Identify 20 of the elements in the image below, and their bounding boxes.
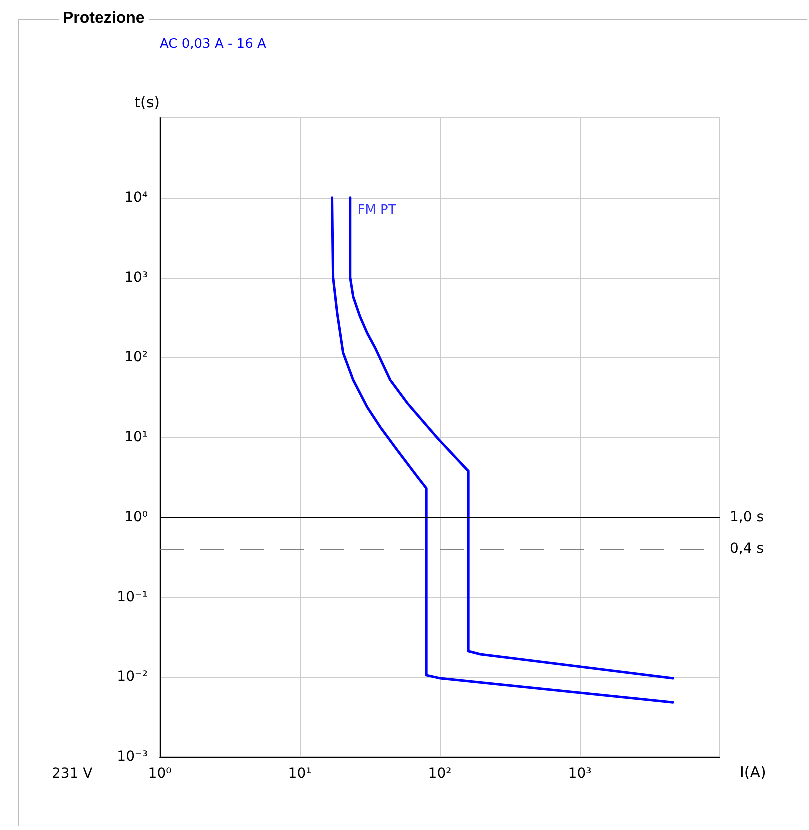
y-tick-label: 10²: [124, 350, 148, 366]
x-tick-label: 10¹: [288, 766, 312, 782]
y-tick-label: 10¹: [124, 430, 148, 446]
annotation: FM PT: [358, 202, 396, 218]
ref-line-label: 1,0 s: [730, 509, 764, 526]
chart-title: Protezione: [62, 10, 146, 28]
x-axis-title: I(A): [740, 764, 766, 782]
y-tick-label: 10⁰: [124, 509, 148, 526]
x-tick-label: 10³: [568, 766, 592, 782]
x-tick-label: 10²: [428, 766, 452, 782]
y-tick-label: 10⁻²: [117, 669, 148, 686]
chart-subtitle: AC 0,03 A - 16 A: [160, 37, 266, 52]
y-tick-label: 10⁴: [124, 190, 148, 206]
y-tick-label: 10³: [124, 270, 148, 286]
ref-line-label: 0,4 s: [730, 541, 764, 558]
y-tick-label: 10⁻¹: [117, 589, 148, 606]
y-axis-title: t(s): [134, 94, 160, 112]
x-tick-label: 10⁰: [148, 766, 172, 782]
y-tick-label: 10⁻³: [117, 749, 148, 765]
text: 231 V: [52, 766, 94, 782]
